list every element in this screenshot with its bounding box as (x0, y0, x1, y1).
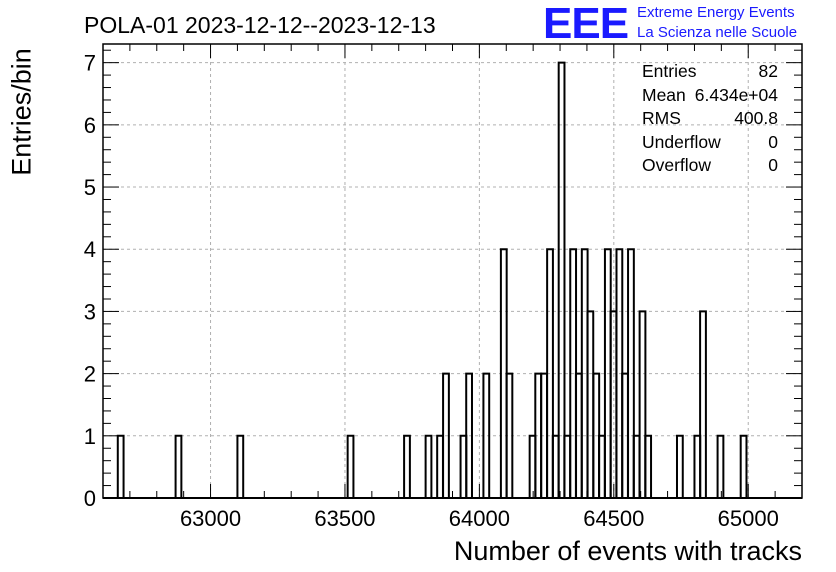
stats-label: Mean (642, 84, 686, 105)
stats-row-entries: Entries 82 (642, 60, 778, 84)
histogram-bin (482, 372, 491, 498)
histogram-bin (236, 434, 245, 498)
grid-lines (103, 44, 802, 498)
histogram-bin (632, 434, 641, 498)
stats-value: 82 (758, 61, 778, 81)
stats-row-mean: Mean 6.434e+04 (642, 84, 778, 108)
histogram-bin (174, 434, 183, 498)
histogram-bin (505, 372, 514, 498)
histogram-bin (644, 434, 653, 498)
histogram-bin (627, 248, 635, 498)
y-tick-label: 7 (84, 51, 96, 76)
histogram-bars (103, 61, 802, 499)
histogram-bin (699, 310, 707, 498)
stats-label: Entries (642, 61, 697, 81)
histogram-bin (546, 248, 554, 498)
axes: 63000 63500 64000 64500 65000 0 1 2 3 4 5 6 7 (84, 43, 803, 531)
x-tick-label: 64500 (583, 506, 644, 531)
histogram-bin (638, 310, 647, 498)
stats-row-rms: RMS 400.8 (642, 107, 778, 131)
logo-line-2: La Scienza nelle Scuole (637, 24, 798, 41)
logo-line-1: Extreme Energy Events (637, 4, 795, 21)
histogram-bin (551, 434, 560, 498)
histogram-bin (675, 434, 684, 498)
eee-logo: EEE (543, 0, 629, 48)
y-tick-label: 5 (84, 175, 96, 200)
histogram-bin (557, 61, 566, 498)
histogram-bin (586, 310, 595, 498)
stats-row-underflow: Underflow 0 (642, 131, 778, 155)
y-tick-label: 6 (84, 113, 96, 138)
histogram-bin (424, 434, 433, 498)
x-tick-label: 63000 (180, 506, 241, 531)
stats-row-overflow: Overflow 0 (642, 154, 778, 178)
histogram-bin (540, 372, 548, 498)
histogram-bin (436, 434, 444, 498)
histogram-bin (346, 434, 355, 498)
stats-value: 0 (768, 155, 778, 175)
stats-label: Overflow (642, 155, 712, 175)
histogram-bin (116, 434, 125, 498)
histogram-bin (739, 434, 748, 498)
histogram-bin (563, 434, 572, 498)
stats-value: 400.8 (734, 108, 778, 128)
stats-value: 0 (768, 131, 778, 152)
histogram-bin (403, 434, 411, 498)
y-axis-label: Entries/bin (6, 48, 37, 176)
x-axis-label: Number of events with tracks (453, 536, 802, 566)
stats-label: Underflow (642, 131, 721, 152)
y-tick-label: 1 (84, 424, 96, 449)
histogram-bin (534, 372, 543, 498)
y-tick-label: 4 (84, 237, 96, 262)
x-tick-label: 65000 (718, 506, 779, 531)
y-tick-label: 0 (84, 486, 96, 511)
chart-title: POLA-01 2023-12-12--2023-12-13 (84, 12, 436, 38)
y-tick-label: 2 (84, 362, 96, 387)
histogram-bin (442, 372, 450, 498)
histogram-bin (465, 372, 473, 498)
stats-box: Entries 82 Mean 6.434e+04 RMS 400.8 Unde… (642, 60, 778, 178)
stats-value: 6.434e+04 (694, 84, 778, 105)
stats-label: RMS (642, 108, 681, 128)
x-tick-label: 63500 (314, 506, 375, 531)
y-tick-label: 3 (84, 299, 96, 324)
x-tick-label: 64000 (449, 506, 510, 531)
histogram-bin (716, 434, 725, 498)
histogram-bin (598, 434, 606, 498)
